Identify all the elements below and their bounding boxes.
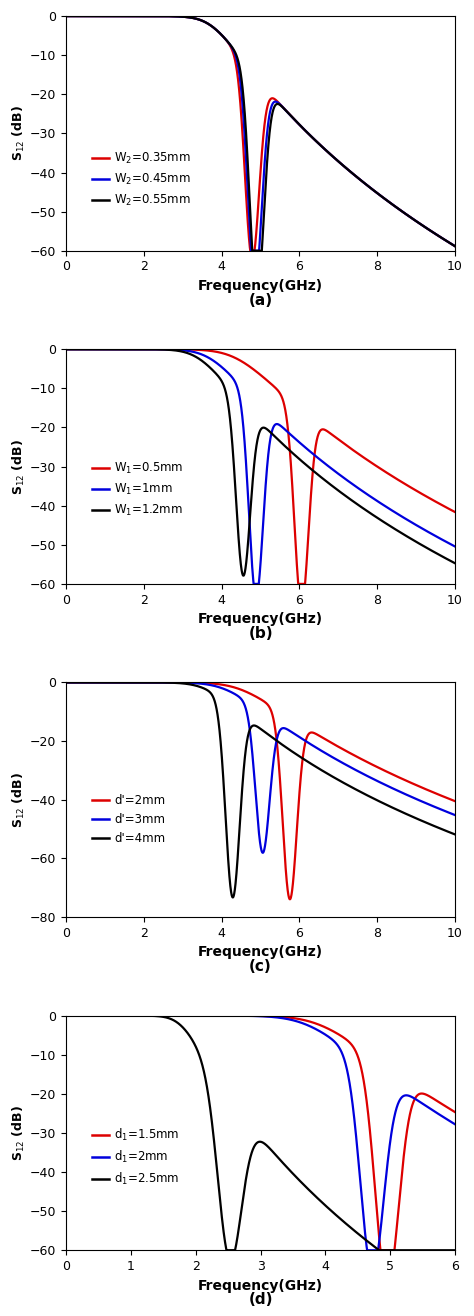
- X-axis label: Frequency(GHz): Frequency(GHz): [198, 945, 323, 959]
- Y-axis label: S$_{12}$ (dB): S$_{12}$ (dB): [11, 438, 27, 495]
- Y-axis label: S$_{12}$ (dB): S$_{12}$ (dB): [11, 105, 27, 162]
- Legend: W$_1$=0.5mm, W$_1$=1mm, W$_1$=1.2mm: W$_1$=0.5mm, W$_1$=1mm, W$_1$=1.2mm: [91, 461, 183, 519]
- Text: (c): (c): [249, 959, 272, 974]
- X-axis label: Frequency(GHz): Frequency(GHz): [198, 279, 323, 293]
- Y-axis label: S$_{12}$ (dB): S$_{12}$ (dB): [11, 771, 27, 828]
- X-axis label: Frequency(GHz): Frequency(GHz): [198, 1279, 323, 1292]
- Text: (d): (d): [248, 1292, 273, 1308]
- Y-axis label: S$_{12}$ (dB): S$_{12}$ (dB): [11, 1105, 27, 1161]
- X-axis label: Frequency(GHz): Frequency(GHz): [198, 612, 323, 626]
- Legend: W$_2$=0.35mm, W$_2$=0.45mm, W$_2$=0.55mm: W$_2$=0.35mm, W$_2$=0.45mm, W$_2$=0.55mm: [91, 151, 191, 208]
- Legend: d'=2mm, d'=3mm, d'=4mm: d'=2mm, d'=3mm, d'=4mm: [91, 794, 165, 845]
- Legend: d$_1$=1.5mm, d$_1$=2mm, d$_1$=2.5mm: d$_1$=1.5mm, d$_1$=2mm, d$_1$=2.5mm: [91, 1126, 179, 1187]
- Text: (b): (b): [248, 626, 273, 641]
- Text: (a): (a): [248, 293, 273, 308]
